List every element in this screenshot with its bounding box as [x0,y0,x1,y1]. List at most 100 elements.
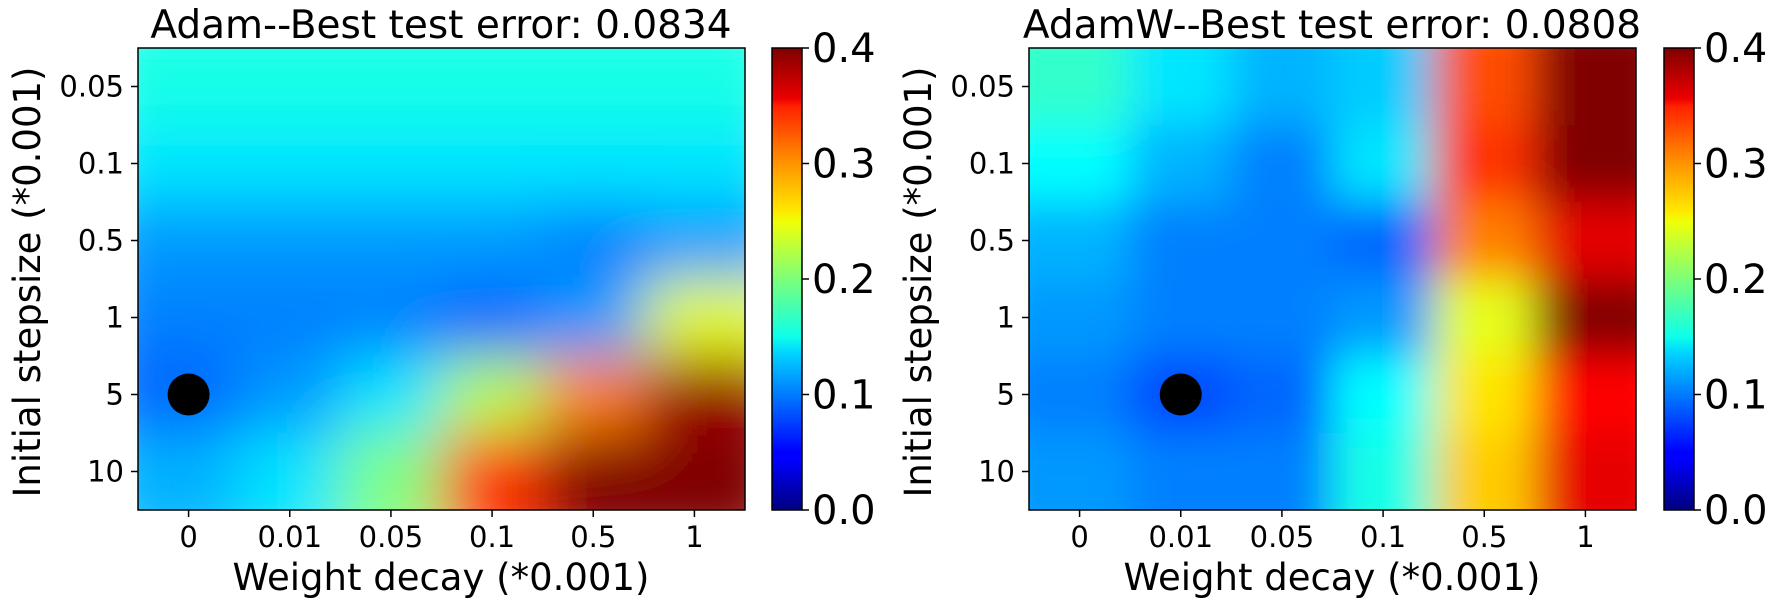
x-ticks: 0 0.01 0.05 0.1 0.5 1 [1070,510,1595,554]
heatmap-cell [441,433,544,510]
heatmap-cell [1433,433,1536,510]
heatmap-cell [1332,202,1435,280]
heatmap-cell [542,356,645,434]
heatmap-cells [1029,48,1636,510]
best-marker [167,373,210,416]
colorbar-ticks: 0.0 0.1 0.2 0.3 0.4 [802,26,876,534]
x-tick-label: 0.5 [570,520,616,554]
colorbar-tick-label: 0.1 [1704,373,1765,419]
x-tick-label: 0.5 [1461,520,1507,554]
y-tick-label: 1 [997,301,1015,335]
heatmap-cell [542,202,645,280]
heatmap-cell [1130,125,1232,203]
x-tick-label: 1 [685,520,703,554]
heatmap-cell [441,125,544,203]
y-axis-label: Initial stepsize (*0.001) [6,67,49,498]
chart-title: Adam--Best test error: 0.0834 [150,3,731,48]
best-marker [1159,373,1202,416]
heatmap-cell [1534,125,1636,203]
heatmap-cell [643,356,745,434]
y-tick-label: 0.05 [59,70,124,104]
y-axis-label: Initial stepsize (*0.001) [897,67,940,498]
y-tick-label: 5 [106,378,124,412]
heatmap-cell [542,125,645,203]
heatmap-cell [1231,433,1333,510]
y-ticks: 0.05 0.1 0.5 1 5 10 [950,70,1029,489]
heatmap-cell [340,433,442,510]
colorbar-tick-label: 0.0 [812,488,876,534]
heatmap-cell [1029,125,1131,203]
x-tick-label: 0.1 [1360,520,1406,554]
heatmap-cell [1433,48,1536,126]
heatmap-cell [1130,433,1232,510]
x-tick-label: 0.05 [359,520,424,554]
heatmap-cell [340,202,442,280]
colorbar-tick-label: 0.1 [812,373,876,419]
heatmap-cell [138,433,240,510]
x-tick-label: 0.1 [469,520,515,554]
heatmap-cell [239,356,341,434]
heatmap-cell [643,202,745,280]
x-tick-label: 0.01 [257,520,322,554]
colorbar-ticks: 0.0 0.1 0.2 0.3 0.4 [1694,26,1765,534]
best-marker-layer [167,373,210,416]
x-tick-label: 0 [179,520,197,554]
heatmap-cell [1231,356,1333,434]
heatmap-cell [1130,279,1232,357]
y-tick-label: 5 [997,378,1015,412]
heatmap-cell [1029,356,1131,434]
y-tick-label: 10 [978,455,1015,489]
heatmap-cell [441,202,544,280]
heatmap-cell [239,125,341,203]
x-tick-label: 0 [1070,520,1088,554]
heatmap-panel-adam: Adam--Best test error: 0.0834 0 0.01 0.05 0… [6,3,876,599]
heatmap-cell [340,279,442,357]
plot-frame [1028,47,1637,511]
y-tick-label: 0.1 [969,147,1015,181]
heatmap-cell [542,48,645,126]
heatmap-cell [1029,202,1131,280]
y-tick-label: 0.5 [78,224,124,258]
heatmap-cell [1130,202,1232,280]
heatmap-cell [643,279,745,357]
heatmap-cell [1534,279,1636,357]
heatmap-cell [340,356,442,434]
heatmap-cell [138,279,240,357]
colorbar [772,48,802,510]
colorbar-tick-label: 0.2 [812,257,876,303]
heatmap-cell [1332,125,1435,203]
heatmap-panel-adamw: AdamW--Best test error: 0.0808 0 0.01 0.05… [897,3,1765,599]
heatmap-cell [239,48,341,126]
heatmap-cell [138,48,240,126]
x-tick-label: 1 [1576,520,1594,554]
heatmap-cell [239,433,341,510]
heatmap-cell [1029,279,1131,357]
colorbar-tick-label: 0.3 [812,142,876,188]
heatmap-cell [239,279,341,357]
heatmap-cell [1231,48,1333,126]
best-marker-layer [1159,373,1202,416]
heatmap-cell [441,356,544,434]
colorbar-tick-label: 0.4 [1704,26,1765,72]
x-ticks: 0 0.01 0.05 0.1 0.5 1 [179,510,704,554]
heatmap-cell [1029,48,1131,126]
heatmap-cell [441,279,544,357]
heatmap-cell [1231,279,1333,357]
colorbar [1664,48,1694,510]
heatmap-cell [1534,202,1636,280]
heatmap-cell [138,125,240,203]
heatmap-cell [542,279,645,357]
heatmap-cell [138,202,240,280]
heatmap-cell [643,433,745,510]
heatmap-cell [1231,125,1333,203]
x-tick-label: 0.05 [1250,520,1315,554]
heatmap-cell [542,433,645,510]
heatmap-cells [138,48,745,510]
heatmap-cell [1332,433,1435,510]
colorbar-tick-label: 0.0 [1704,488,1765,534]
colorbar-tick-label: 0.4 [812,26,876,72]
y-tick-label: 0.05 [950,70,1015,104]
x-axis-label: Weight decay (*0.001) [233,556,650,599]
heatmap-cell [340,48,442,126]
